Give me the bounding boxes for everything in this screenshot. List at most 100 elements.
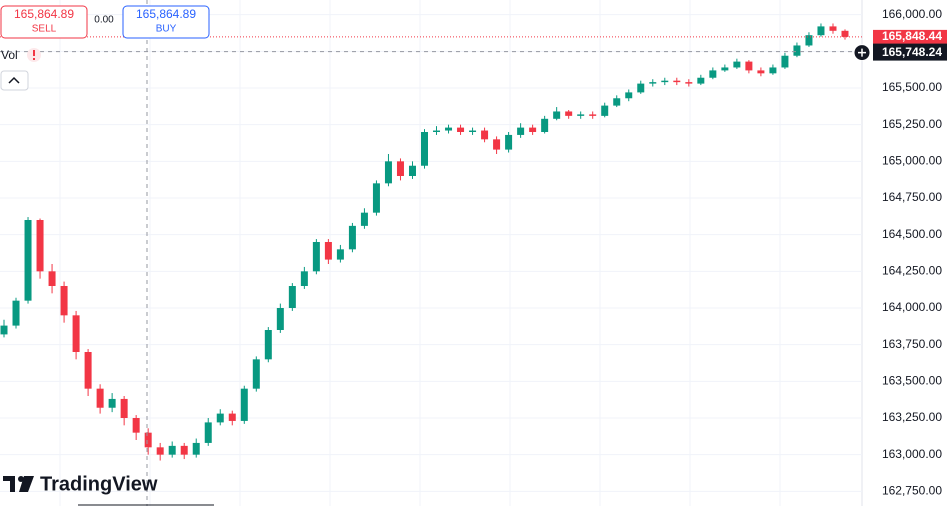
candle-body (781, 55, 789, 68)
candle-body (529, 127, 537, 132)
candle-body (493, 139, 501, 150)
candle-body (12, 300, 20, 326)
y-tick-label: 164,750.00 (882, 190, 942, 204)
trade-panel: 165,864.89 SELL 0.00 165,864.89 BUY (0, 5, 210, 39)
candle-body (216, 413, 224, 423)
add-alert-icon (858, 48, 866, 57)
candle-body (144, 432, 152, 448)
candle-body (625, 92, 633, 99)
last-price-label: 165,848.44 (882, 29, 942, 43)
logo-mark (19, 476, 34, 492)
logo: TradingView (3, 473, 158, 495)
candle-body (589, 114, 597, 116)
candle-body (697, 77, 705, 84)
collapse-button[interactable] (0, 70, 29, 91)
candle-body (553, 111, 561, 119)
crosshair-label: 165,748.24 (882, 45, 942, 59)
candle-body (769, 67, 777, 74)
candle-body (793, 45, 801, 56)
last-price-tag (873, 29, 947, 44)
buy-button[interactable] (122, 5, 210, 39)
sell-button[interactable] (0, 5, 88, 39)
candle-body (829, 26, 837, 31)
candle-body (685, 82, 693, 84)
candle-body (120, 398, 128, 418)
candle-body (36, 220, 44, 272)
candle-body (276, 308, 284, 330)
logo-text: TradingView (40, 473, 158, 495)
candle-body (300, 271, 308, 286)
candle-body (264, 330, 272, 360)
sell-price: 165,864.89 (14, 7, 74, 21)
candle-body (336, 249, 344, 260)
candle-body (601, 105, 609, 116)
logo-mark (3, 476, 15, 492)
candle-body (396, 161, 404, 176)
candle-body (613, 98, 621, 106)
y-tick-label: 165,000.00 (882, 154, 942, 168)
warning-icon-dot (33, 58, 35, 60)
spread: 0.00 (94, 15, 114, 26)
candle-body (421, 132, 428, 166)
candle-body (372, 183, 380, 213)
candle-body (757, 70, 765, 74)
candle-body (649, 82, 657, 84)
y-tick-label: 164,250.00 (882, 264, 942, 278)
candle-body (180, 445, 188, 455)
candle-body (445, 127, 453, 131)
candle-body (60, 286, 68, 316)
buy-price: 165,864.89 (136, 7, 196, 21)
candle-body (204, 422, 212, 443)
candle-body (0, 325, 8, 335)
y-tick-label: 166,000.00 (882, 7, 942, 21)
candle-body (517, 127, 525, 135)
y-tick-label: 163,250.00 (882, 410, 942, 424)
candle-body (805, 35, 813, 46)
candle-body (312, 242, 320, 272)
candle-body (817, 26, 825, 36)
candle-body (408, 165, 416, 176)
candle-body (577, 114, 585, 116)
candle-body (841, 30, 849, 37)
candle-body (84, 352, 92, 389)
candle-body (156, 447, 164, 455)
collapse-icon (8, 76, 20, 84)
candle-body (240, 388, 248, 421)
candle-body (192, 442, 200, 455)
candle-body (637, 83, 645, 93)
crosshair-tag (873, 43, 947, 61)
candle-body (252, 359, 260, 389)
candle-body (348, 225, 356, 250)
candle-body (565, 111, 573, 116)
candle-body (721, 67, 729, 71)
sell-label: SELL (32, 24, 57, 35)
candle-body (661, 80, 669, 83)
y-tick-label: 162,750.00 (882, 484, 942, 498)
candle-body (384, 161, 392, 184)
candle-body (24, 220, 32, 301)
y-tick-label: 165,500.00 (882, 80, 942, 94)
candle-body (673, 80, 681, 83)
candle-body (324, 242, 332, 260)
candle-body (481, 130, 489, 140)
candle-body (48, 271, 56, 286)
candle-body (228, 413, 236, 421)
candle-body (505, 134, 513, 150)
candles (0, 23, 849, 461)
candle-body (72, 315, 80, 352)
candle-body (108, 398, 116, 408)
y-tick-label: 163,500.00 (882, 374, 942, 388)
candle-body (433, 130, 441, 132)
candle-body (469, 130, 477, 132)
y-tick-label: 163,750.00 (882, 337, 942, 351)
indicator-label: Vol (1, 48, 18, 62)
buy-label: BUY (156, 24, 177, 35)
candle-body (733, 61, 741, 68)
y-tick-label: 164,000.00 (882, 300, 942, 314)
candle-body (288, 286, 296, 308)
candle-body (541, 118, 549, 132)
candle-body (360, 212, 368, 226)
candle-body (96, 388, 104, 408)
